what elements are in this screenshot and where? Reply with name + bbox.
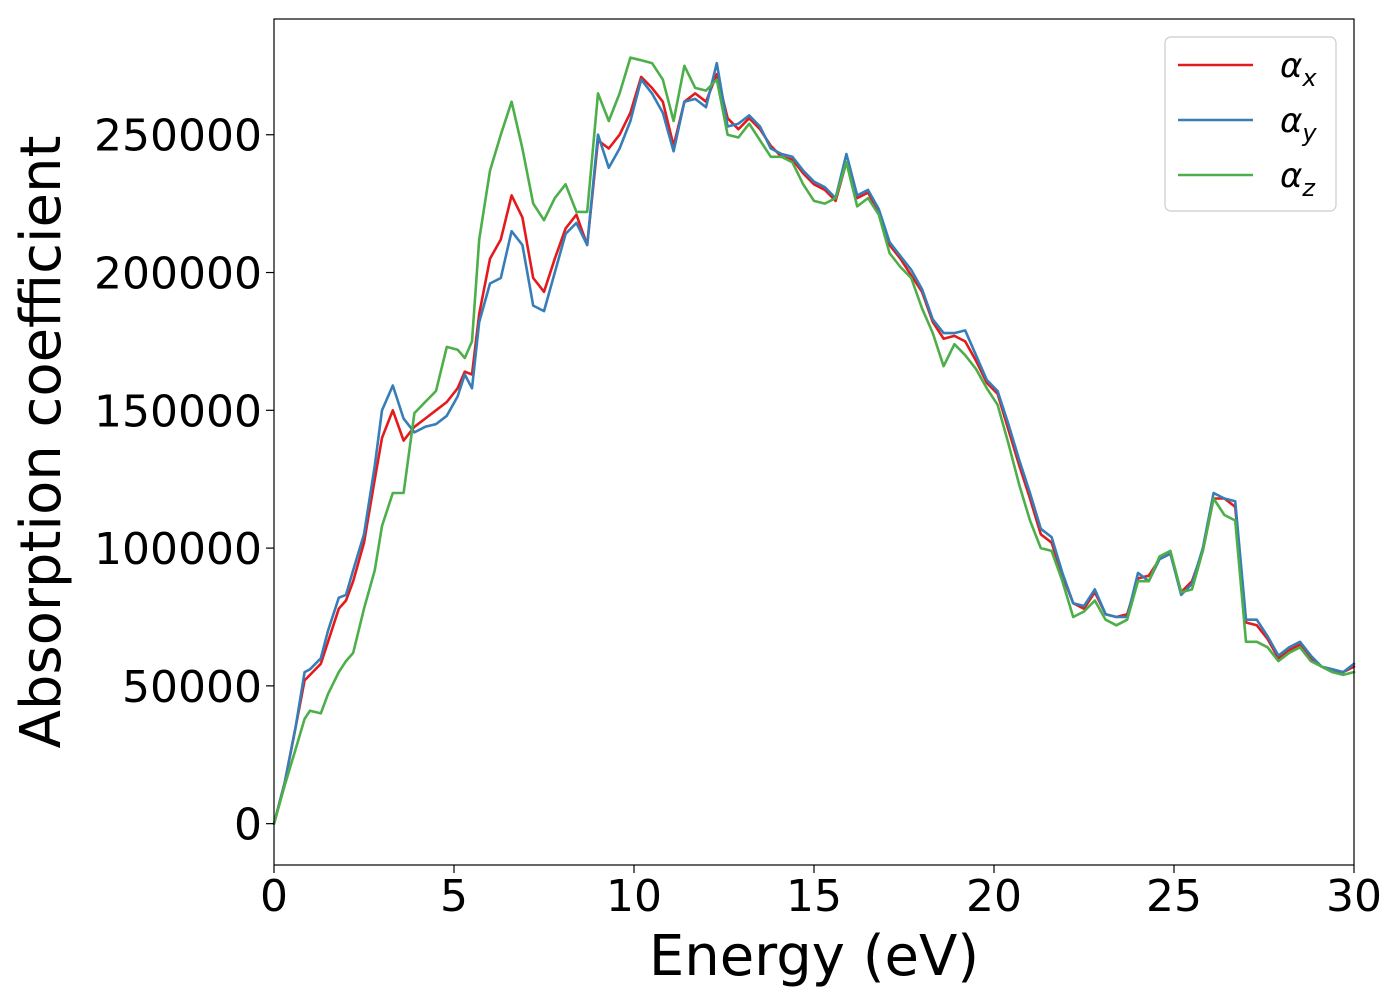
legend: αx αy αz <box>1164 36 1337 212</box>
y-axis: 0 50000 100000 150000 200000 250000 <box>94 111 274 851</box>
y-tick-label: 0 <box>234 800 262 851</box>
series-line-z <box>272 56 1356 826</box>
x-tick-label: 25 <box>1146 871 1202 922</box>
x-axis-title: Energy (eV) <box>649 924 979 989</box>
series-line-y <box>272 61 1356 826</box>
legend-label-y: αy <box>1280 101 1317 147</box>
legend-label-x: αx <box>1280 46 1317 92</box>
y-tick-label: 50000 <box>122 662 262 713</box>
x-tick-label: 10 <box>606 871 662 922</box>
y-tick-label: 150000 <box>94 386 262 437</box>
x-axis: 0 5 10 15 20 25 30 <box>260 865 1382 922</box>
legend-box <box>1164 36 1337 212</box>
legend-label-z: αz <box>1280 156 1316 202</box>
y-tick-label: 100000 <box>94 524 262 575</box>
x-tick-label: 30 <box>1326 871 1382 922</box>
series-layer <box>272 56 1356 826</box>
x-tick-label: 20 <box>966 871 1022 922</box>
x-tick-label: 15 <box>786 871 842 922</box>
x-tick-label: 5 <box>440 871 468 922</box>
x-tick-label: 0 <box>260 871 288 922</box>
y-axis-title: Absorption coefficient <box>9 136 74 749</box>
y-tick-label: 200000 <box>94 249 262 300</box>
y-tick-label: 250000 <box>94 111 262 162</box>
